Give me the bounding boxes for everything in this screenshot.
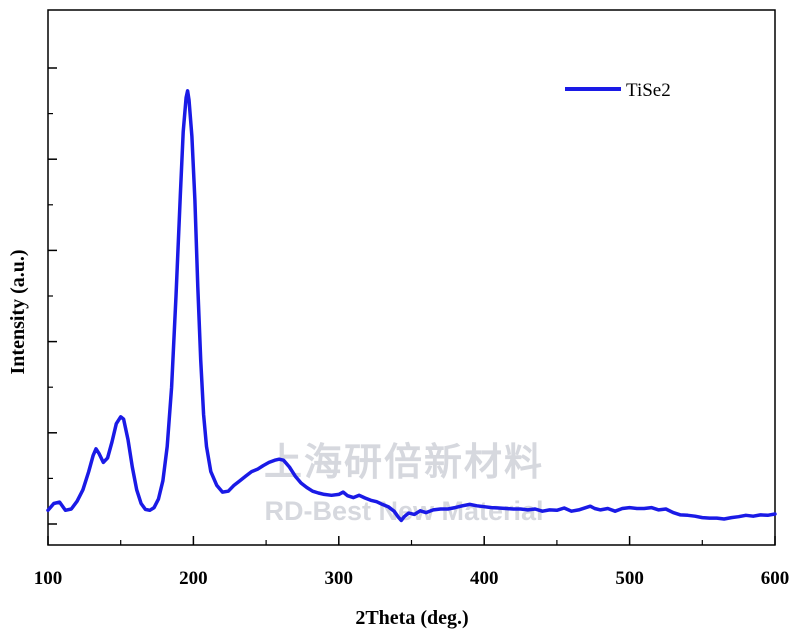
- x-tick-label: 400: [470, 568, 499, 589]
- watermark-cn: 上海研倍新材料: [264, 440, 544, 484]
- legend-label: TiSe2: [626, 80, 671, 101]
- x-tick-label: 600: [761, 568, 790, 589]
- y-axis-title: Intensity (a.u.): [7, 249, 29, 374]
- x-axis-ticks: [47, 536, 776, 545]
- x-tick-label: 100: [34, 568, 63, 589]
- x-tick-label: 300: [325, 568, 354, 589]
- x-tick-label: 500: [615, 568, 644, 589]
- x-tick-label: 200: [179, 568, 208, 589]
- series-line-tise2: [46, 89, 777, 523]
- legend: TiSe2: [565, 80, 671, 101]
- y-axis-ticks: [48, 67, 57, 525]
- x-axis-title: 2Theta (deg.): [355, 607, 468, 629]
- x-axis-tick-labels: 100 200 300 400 500 600: [34, 568, 790, 589]
- watermark-en: RD-Best New Material: [264, 496, 543, 526]
